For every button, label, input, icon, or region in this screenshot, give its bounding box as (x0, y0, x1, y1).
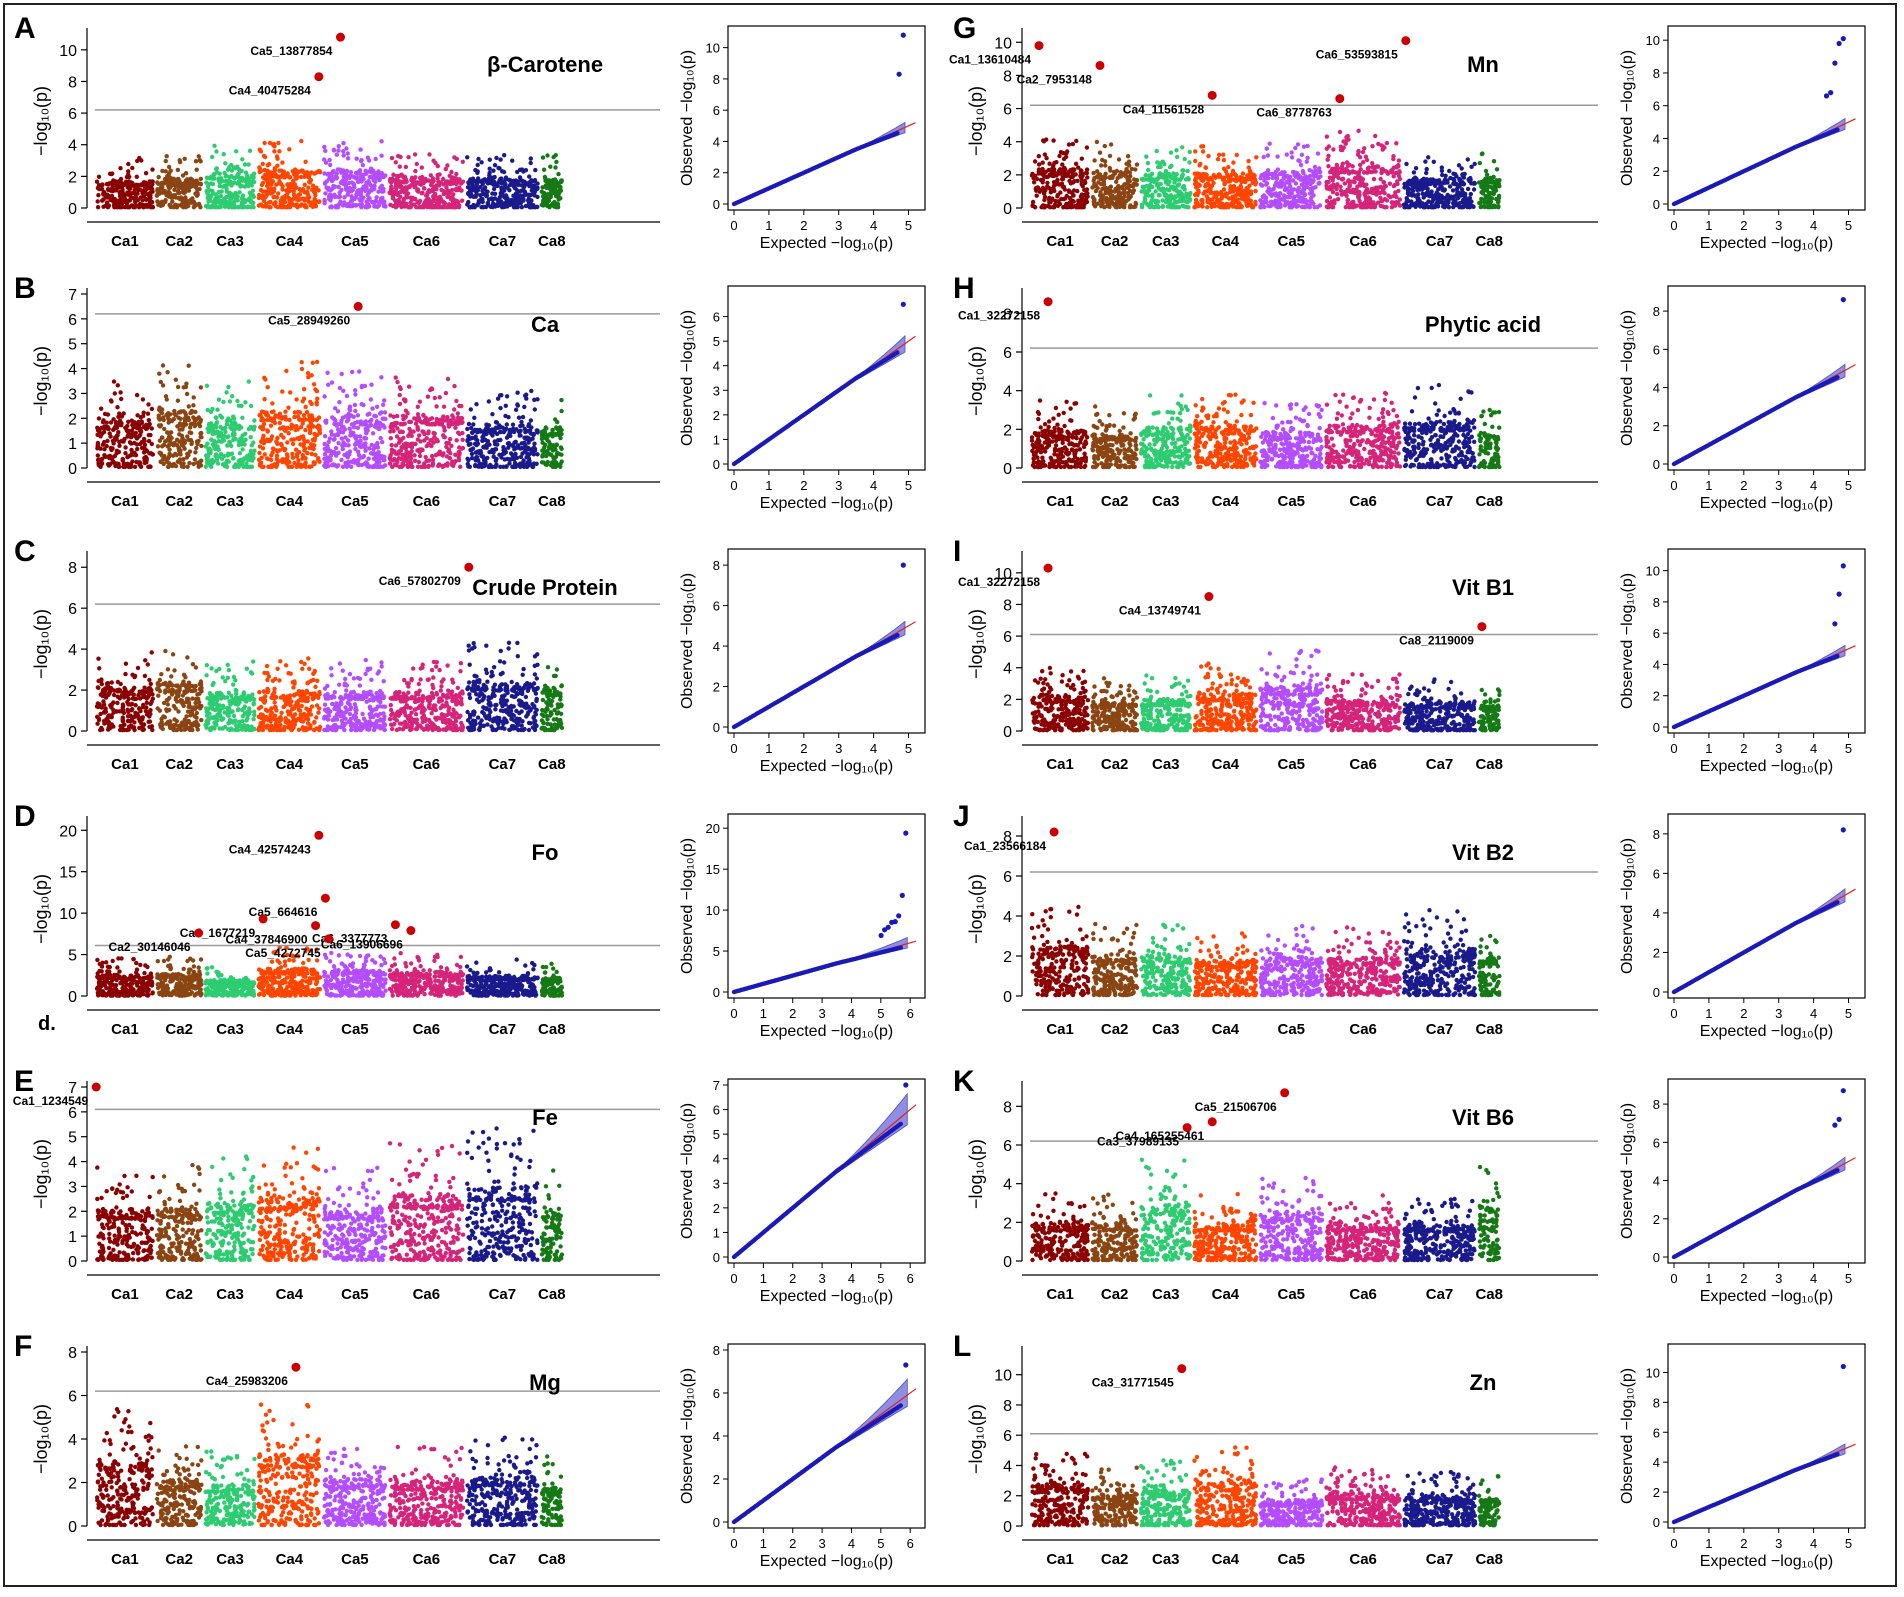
figure-frame (3, 3, 1897, 1587)
